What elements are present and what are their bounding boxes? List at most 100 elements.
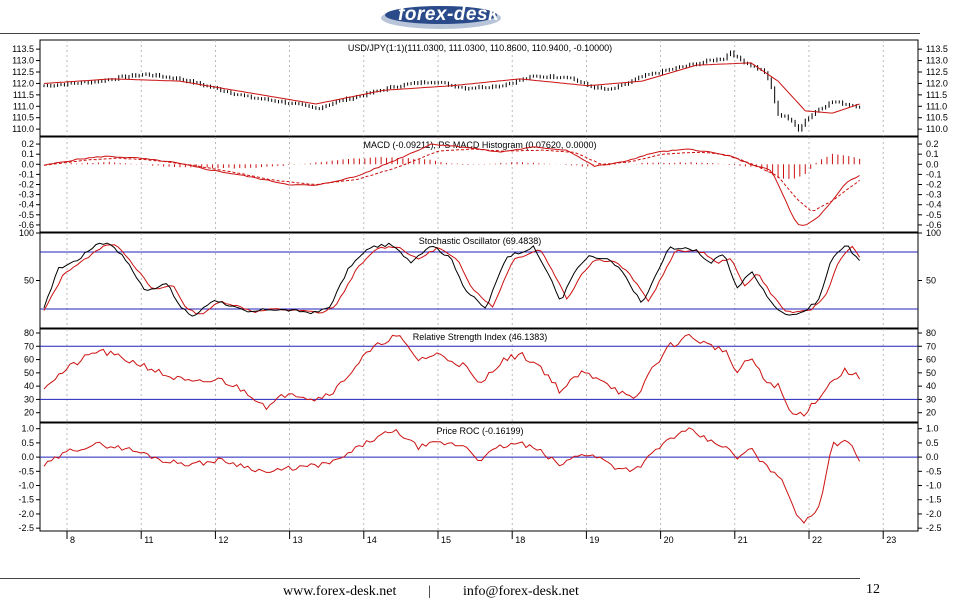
- y-tick-label-left: 112.0: [12, 78, 34, 88]
- y-tick-label-right: -2.5: [926, 523, 942, 533]
- y-tick-label-right: 30: [926, 394, 936, 404]
- x-tick-label: 12: [218, 535, 228, 544]
- panel-title: USD/JPY(1:1)(111.0300, 111.0300, 110.860…: [348, 43, 612, 53]
- x-tick-label: 19: [589, 535, 599, 544]
- panel-frame: [39, 422, 919, 532]
- y-tick-label-right: -1.0: [926, 481, 942, 491]
- y-tick-label-left: 111.5: [13, 90, 34, 100]
- y-tick-label-right: 110.0: [926, 124, 948, 134]
- y-tick-label-right: 111.5: [926, 90, 947, 100]
- footer-website-link[interactable]: www.forex-desk.net: [283, 584, 397, 599]
- y-tick-label-left: 110.5: [12, 113, 34, 123]
- y-tick-label-right: -0.2: [926, 180, 942, 190]
- panel-frame: [39, 232, 919, 329]
- panel-title: MACD (-0.09211), PS MACD Histogram (0.07…: [364, 140, 597, 150]
- y-tick-label-right: 50: [926, 368, 936, 378]
- y-tick-label-right: 60: [926, 355, 936, 365]
- rsi-line: [43, 333, 861, 417]
- y-tick-label-left: -2.5: [18, 523, 34, 533]
- stochastic-k-line: [43, 242, 860, 317]
- y-tick-label-left: -0.4: [18, 200, 34, 210]
- y-tick-label-right: -0.4: [926, 200, 942, 210]
- y-tick-label-left: 113.5: [12, 44, 34, 54]
- x-tick-label: 13: [293, 535, 303, 544]
- panel-frame: [39, 39, 919, 137]
- roc-line: [43, 427, 861, 524]
- y-tick-label-left: -0.1: [18, 169, 34, 179]
- y-tick-label-left: 112.5: [12, 67, 34, 77]
- page-number: 12: [866, 582, 880, 597]
- y-tick-label-left: 113.0: [12, 56, 34, 66]
- forex-desk-logo: [381, 6, 501, 29]
- y-tick-label-left: -2.0: [18, 509, 34, 519]
- y-tick-label-right: 111.0: [926, 101, 947, 111]
- y-tick-label-right: 80: [926, 328, 936, 338]
- y-tick-label-right: 50: [926, 276, 936, 286]
- y-tick-label-right: 113.5: [926, 44, 948, 54]
- panel-frame: [39, 136, 919, 233]
- stochastic-d-line: [43, 244, 861, 315]
- macd-signal-line: [43, 148, 860, 212]
- y-tick-label-right: 0.5: [926, 438, 939, 448]
- y-tick-label-left: 60: [24, 355, 34, 365]
- y-tick-label-right: 20: [926, 408, 936, 418]
- y-tick-label-right: 113.0: [926, 56, 948, 66]
- y-tick-label-left: 0.0: [21, 159, 34, 169]
- x-tick-label: 11: [144, 535, 153, 544]
- y-tick-label-right: 112.0: [926, 78, 948, 88]
- x-tick-label: 22: [812, 535, 822, 544]
- y-tick-label-left: 0.5: [21, 438, 34, 448]
- y-tick-label-right: -0.5: [926, 210, 942, 220]
- y-tick-label-right: -2.0: [926, 509, 942, 519]
- x-tick-label: 18: [515, 535, 525, 544]
- y-tick-label-left: 20: [24, 408, 34, 418]
- header-divider: [0, 33, 920, 34]
- y-tick-label-left: 50: [24, 276, 34, 286]
- y-tick-label-right: -0.1: [926, 169, 942, 179]
- y-tick-label-left: 40: [24, 381, 34, 391]
- y-tick-label-left: 70: [24, 341, 34, 351]
- y-tick-label-right: -1.5: [926, 495, 942, 505]
- y-tick-label-left: 110.0: [12, 124, 34, 134]
- footer-email-link[interactable]: info@forex-desk.net: [463, 584, 579, 599]
- x-tick-label: 8: [70, 535, 75, 544]
- x-tick-label: 21: [738, 535, 748, 544]
- y-tick-label-left: -0.3: [18, 190, 34, 200]
- y-tick-label-right: 110.5: [926, 113, 948, 123]
- y-tick-label-left: 100: [19, 228, 34, 238]
- y-tick-label-left: 0.2: [21, 139, 34, 149]
- y-tick-label-right: 0.0: [926, 159, 939, 169]
- moving-average-line: [43, 62, 860, 114]
- y-tick-label-left: -1.0: [18, 481, 34, 491]
- y-tick-label-left: 50: [24, 368, 34, 378]
- x-tick-label: 20: [664, 535, 674, 544]
- y-tick-label-right: -0.5: [926, 466, 942, 476]
- y-tick-label-left: -1.5: [18, 495, 34, 505]
- y-tick-label-right: 40: [926, 381, 936, 391]
- x-tick-label: 14: [367, 535, 377, 544]
- y-tick-label-right: 100: [926, 228, 941, 238]
- footer-divider: [0, 578, 860, 579]
- y-tick-label-right: -0.6: [926, 220, 942, 230]
- y-tick-label-left: 0.0: [21, 452, 34, 462]
- footer-separator: |: [428, 584, 431, 599]
- y-tick-label-left: -0.6: [18, 220, 34, 230]
- y-tick-label-right: 70: [926, 341, 936, 351]
- x-tick-label: 15: [441, 535, 451, 544]
- y-tick-label-left: 80: [24, 328, 34, 338]
- y-tick-label-right: 0.2: [926, 139, 939, 149]
- panel-title: Price ROC (-0.16199): [436, 426, 523, 436]
- y-tick-label-left: -0.5: [18, 466, 34, 476]
- y-tick-label-right: -0.3: [926, 190, 942, 200]
- panel-title: Relative Strength Index (46.1383): [413, 332, 548, 342]
- y-tick-label-left: -0.2: [18, 180, 34, 190]
- y-tick-label-right: 112.5: [926, 67, 948, 77]
- y-tick-label-left: 1.0: [21, 424, 34, 434]
- y-tick-label-right: 0.0: [926, 452, 939, 462]
- logo-text: forex-desk: [398, 4, 500, 25]
- y-tick-label-right: 0.1: [926, 149, 939, 159]
- panel-frame: [39, 328, 919, 423]
- macd-line: [43, 143, 860, 226]
- x-tick-label: 23: [886, 535, 896, 544]
